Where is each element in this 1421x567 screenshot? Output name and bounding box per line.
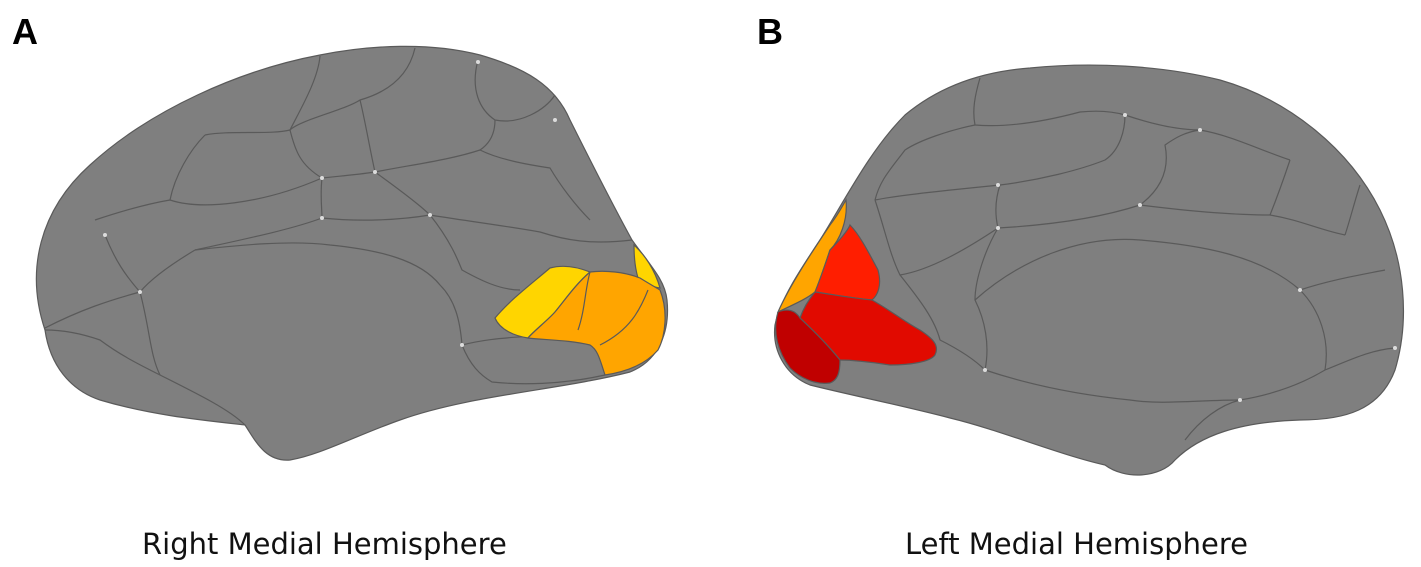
sulcus-line — [973, 77, 1126, 127]
sulcus-line — [44, 329, 161, 376]
vertex-dot — [460, 343, 464, 347]
panel-label-a: A — [12, 11, 38, 52]
sulcus-line — [374, 171, 633, 243]
highlighted-region-red-orange — [814, 223, 881, 301]
right-hemisphere-outline — [35, 45, 669, 461]
vertex-dot — [320, 176, 324, 180]
sulcus-line — [1139, 129, 1201, 206]
vertex-dot — [1138, 203, 1142, 207]
vertex-dot — [1393, 346, 1397, 350]
sulcus-line — [461, 344, 606, 385]
sulcus-line — [1299, 269, 1386, 291]
highlighted-region-orange — [526, 270, 666, 376]
left-hemisphere-outline — [773, 64, 1405, 476]
vertex-dot — [476, 60, 480, 64]
vertex-dot — [373, 170, 377, 174]
sulcus-line — [974, 238, 1327, 371]
region-boundary — [599, 289, 649, 346]
left-medial-hemisphere-diagram — [773, 64, 1405, 476]
sulcus-line — [995, 184, 1141, 229]
vertex-dot — [1198, 128, 1202, 132]
vertex-dot — [553, 118, 557, 122]
sulcus-line — [359, 99, 496, 173]
vertex-dot — [1123, 113, 1127, 117]
sulcus-line — [1139, 204, 1346, 236]
caption-left-medial-hemisphere: Left Medial Hemisphere — [905, 527, 1248, 561]
region-boundary — [577, 271, 591, 331]
sulcus-line — [1344, 184, 1361, 236]
vertex-dot — [983, 368, 987, 372]
sulcus-line — [479, 149, 591, 221]
vertex-dot — [1238, 398, 1242, 402]
sulcus-line — [104, 234, 141, 293]
sulcus-line — [984, 369, 1241, 403]
sulcus-line — [874, 124, 976, 201]
caption-right-medial-hemisphere: Right Medial Hemisphere — [142, 527, 507, 561]
vertex-dot — [320, 216, 324, 220]
sulcus-line — [169, 177, 323, 206]
sulcus-line — [1269, 159, 1291, 216]
panel-label-b: B — [757, 11, 783, 52]
sulcus-line — [194, 242, 463, 346]
highlighted-region-dark-red — [775, 309, 841, 384]
vertex-dot — [103, 233, 107, 237]
vertex-dot — [1298, 288, 1302, 292]
vertex-dot — [996, 226, 1000, 230]
vertex-dot — [428, 213, 432, 217]
sulcus-line — [1324, 347, 1396, 371]
sulcus-line — [321, 214, 431, 221]
sulcus-line — [874, 114, 1126, 201]
vertex-dot — [138, 290, 142, 294]
sulcus-line — [194, 177, 323, 251]
vertex-dot — [996, 183, 1000, 187]
right-medial-hemisphere-diagram — [35, 45, 669, 461]
sulcus-line — [429, 214, 521, 291]
sulcus-line — [899, 274, 986, 371]
sulcus-line — [289, 47, 416, 131]
